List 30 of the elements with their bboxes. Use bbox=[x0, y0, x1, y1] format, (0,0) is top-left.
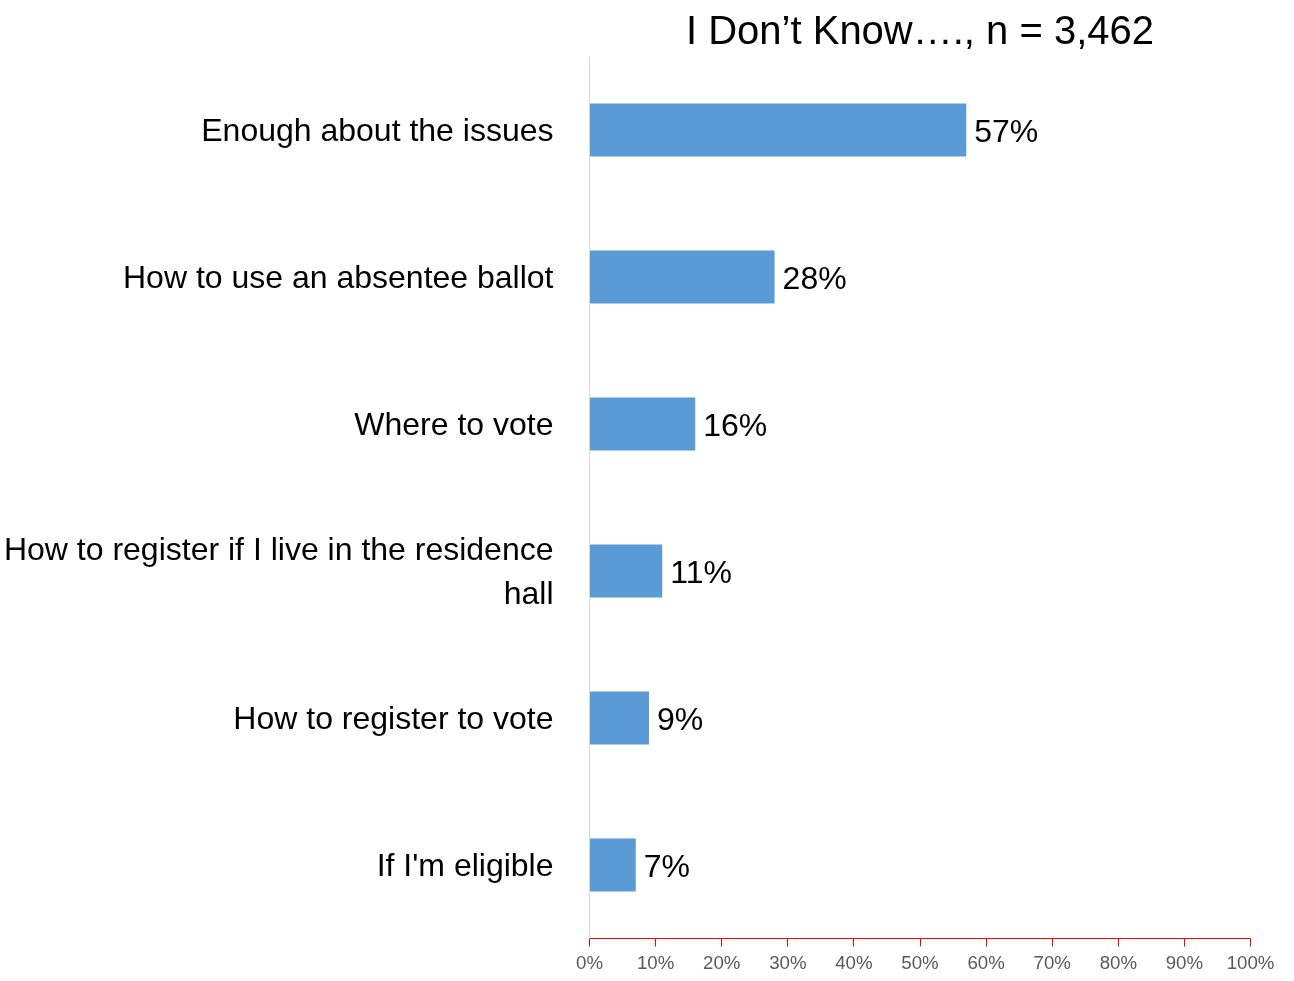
x-tick-label: 0% bbox=[576, 951, 603, 973]
x-tick-label: 40% bbox=[835, 951, 873, 973]
bar bbox=[589, 250, 775, 304]
chart-title: I Don’t Know…., n = 3,462 bbox=[685, 7, 1155, 52]
data-label: 9% bbox=[656, 701, 704, 737]
data-label: 11% bbox=[670, 554, 732, 590]
x-tick-label: 50% bbox=[901, 951, 939, 973]
data-label: 57% bbox=[974, 113, 1039, 149]
x-tick-label: 20% bbox=[703, 951, 741, 973]
y-tick-label: How to register if I live in the residence hall bbox=[3, 531, 554, 611]
data-label: 7% bbox=[643, 848, 691, 884]
bar bbox=[589, 691, 649, 745]
x-tick-label: 10% bbox=[636, 951, 675, 973]
x-tick-label: 90% bbox=[1165, 951, 1204, 973]
y-tick-label: If I'm eligible bbox=[376, 847, 554, 883]
y-tick-label: Where to vote bbox=[354, 406, 554, 442]
bar bbox=[589, 544, 663, 598]
y-tick-label: How to register to vote bbox=[233, 700, 554, 736]
x-tick-label: 30% bbox=[769, 951, 807, 973]
x-tick-label: 100% bbox=[1226, 951, 1275, 973]
data-label: 16% bbox=[703, 407, 768, 443]
x-tick-label: 70% bbox=[1033, 951, 1071, 973]
x-tick-label: 80% bbox=[1099, 951, 1137, 973]
bar bbox=[589, 397, 696, 451]
x-tick-label: 60% bbox=[967, 951, 1005, 973]
data-label: 28% bbox=[782, 260, 847, 296]
bar bbox=[589, 103, 967, 157]
bar bbox=[589, 838, 636, 892]
y-tick-label: Enough about the issues bbox=[201, 112, 554, 148]
y-tick-label: How to use an absentee ballot bbox=[122, 259, 554, 295]
